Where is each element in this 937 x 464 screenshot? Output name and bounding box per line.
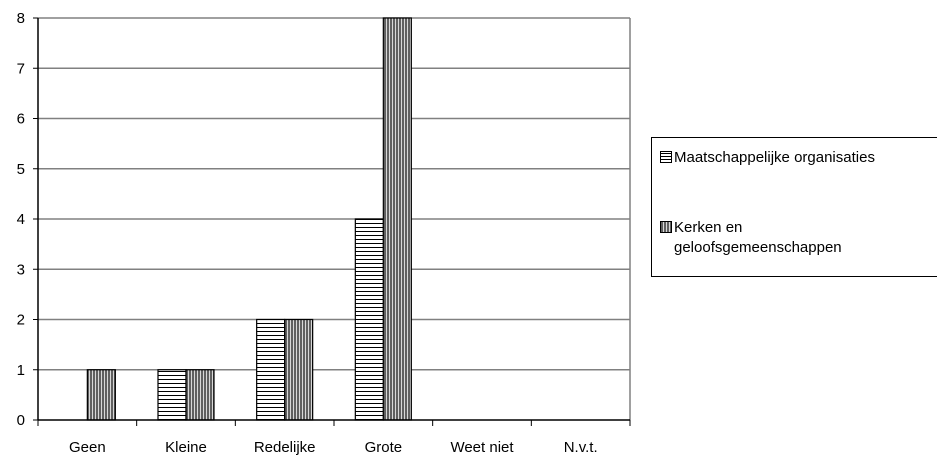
y-tick-label: 4 (17, 211, 25, 228)
y-tick-label: 3 (17, 261, 25, 278)
bar-kerken-kleine (185, 369, 215, 421)
bar-kerken-geen (86, 369, 116, 421)
tick-labels: 0 1 2 3 4 5 6 7 8 Geen Kleine Redelijke Grote Weet ni… (17, 10, 598, 456)
x-tick-label: Kleine (165, 439, 207, 456)
x-tick-label: Weet niet (450, 439, 514, 456)
bar-maatschappelijke-grote (354, 218, 384, 421)
bars (86, 17, 412, 421)
bar-kerken-redelijke (284, 318, 314, 421)
legend-entry-maatschappelijke: Maatschappelijke organisaties (660, 148, 875, 168)
y-tick-label: 7 (17, 60, 25, 77)
x-tick-label: Grote (365, 439, 403, 456)
y-tick-label: 1 (17, 362, 25, 379)
bar-maatschappelijke-kleine (157, 369, 187, 421)
y-tick-label: 2 (17, 312, 25, 329)
bar-maatschappelijke-redelijke (256, 318, 286, 421)
legend: Maatschappelijke organisaties Kerken en … (651, 137, 937, 277)
axes (33, 17, 631, 426)
legend-entry-kerken: Kerken en geloofsgemeenschappen (660, 218, 914, 258)
bar-kerken-grote (382, 17, 412, 421)
gridlines (38, 17, 631, 420)
y-tick-label: 5 (17, 161, 25, 178)
x-tick-label: Geen (69, 439, 106, 456)
legend-swatch-horizontal (660, 151, 672, 163)
x-tick-label: Redelijke (254, 439, 316, 456)
y-tick-label: 0 (17, 412, 25, 429)
y-tick-label: 8 (17, 10, 25, 27)
legend-label: Kerken en geloofsgemeenschappen (674, 219, 842, 256)
legend-label: Maatschappelijke organisaties (674, 149, 875, 166)
x-tick-label: N.v.t. (564, 439, 598, 456)
y-tick-label: 6 (17, 111, 25, 128)
legend-swatch-vertical (660, 221, 672, 233)
